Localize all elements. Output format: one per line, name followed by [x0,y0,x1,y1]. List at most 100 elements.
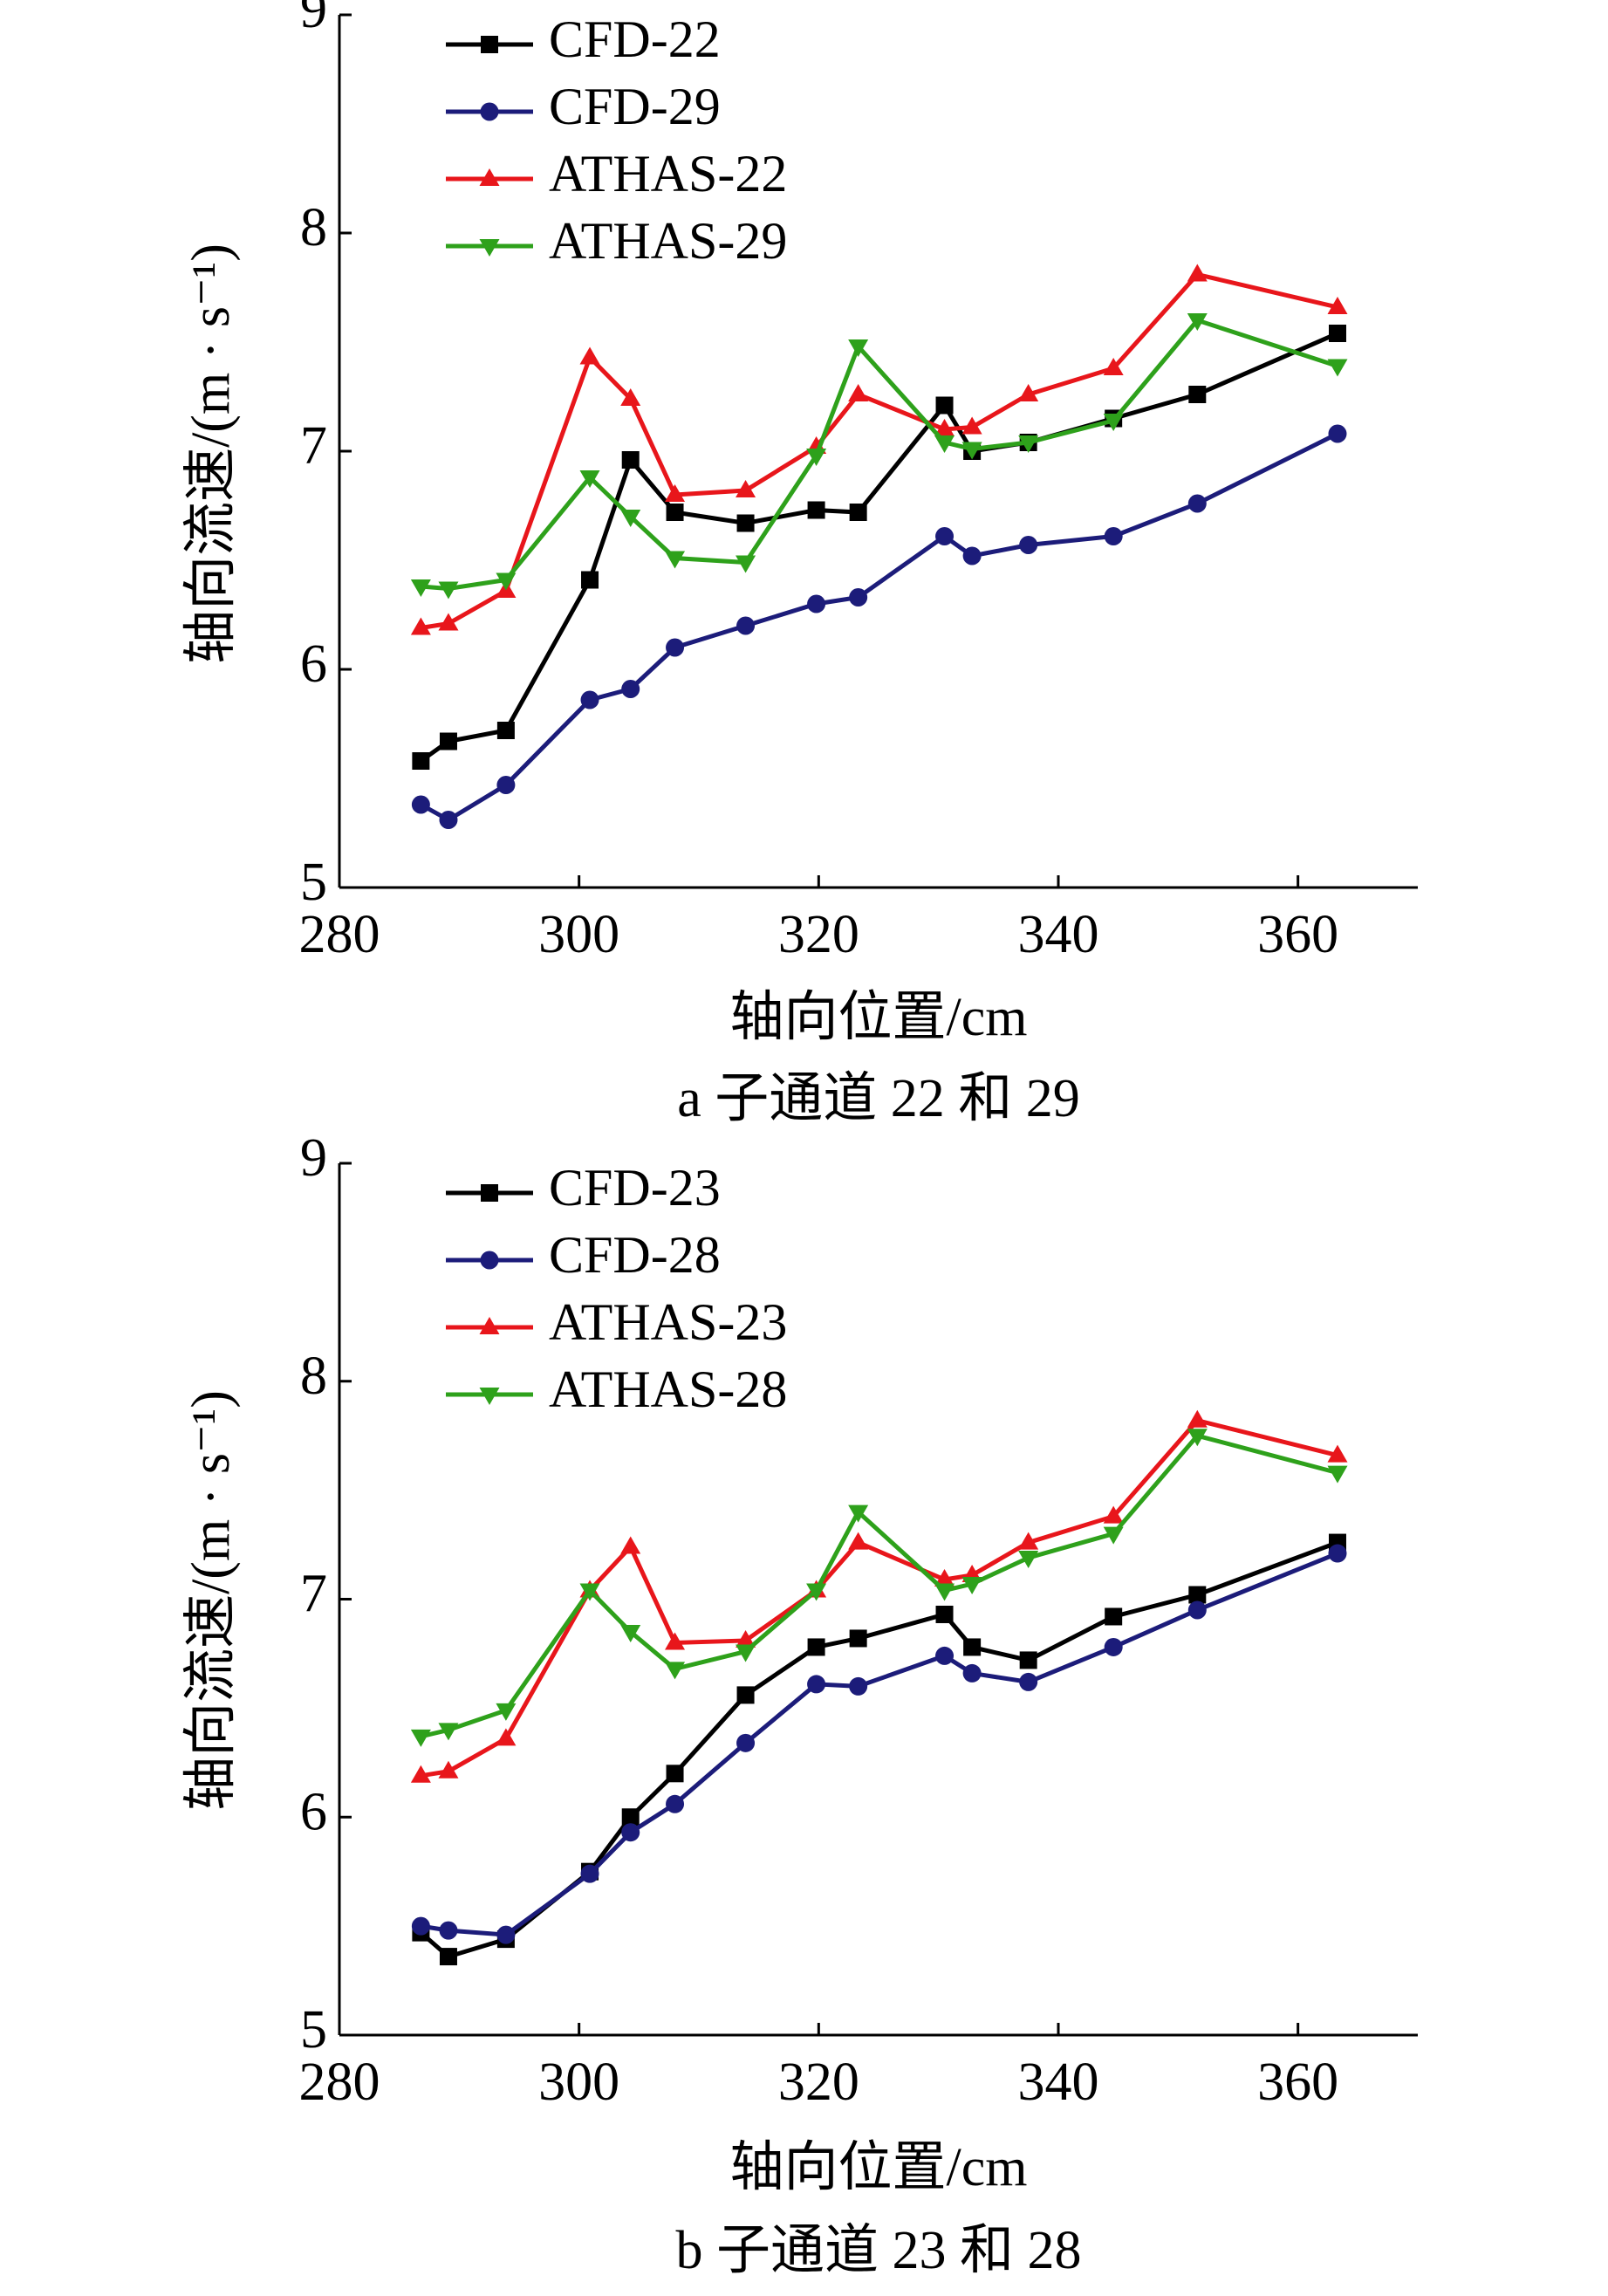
marker [1327,1444,1348,1463]
marker [849,588,868,607]
marker [962,1663,982,1683]
series-line [420,271,1338,630]
marker [935,1646,955,1665]
marker [438,613,459,631]
marker [579,346,600,365]
marker [1018,384,1039,401]
marker [410,579,431,597]
marker [736,1629,756,1648]
x-tick-label: 340 [1018,905,1099,964]
marker [806,1583,827,1601]
y-axis-label: 轴向流速/(m · s⁻¹) [181,1390,241,1811]
marker [1019,1672,1038,1691]
marker [496,572,517,591]
y-tick-label: 7 [300,1565,327,1624]
marker [438,1723,459,1741]
marker [665,484,686,502]
marker [736,514,755,532]
legend-marker [480,102,499,121]
marker [1328,424,1347,443]
marker [439,1921,458,1940]
legend-marker [479,168,500,186]
marker [620,1536,641,1554]
marker [666,504,684,521]
marker [1103,358,1124,375]
marker [1327,1465,1348,1484]
marker [1103,1526,1124,1545]
marker [666,1765,684,1783]
marker [934,1583,955,1601]
marker [496,722,515,739]
legend-label: CFD-22 [549,10,721,68]
x-tick-label: 320 [778,905,859,964]
marker [411,1916,430,1936]
marker [934,419,955,436]
marker [1187,1600,1207,1620]
marker [666,1794,685,1813]
marker [935,527,955,545]
y-tick-label: 8 [300,198,327,257]
marker [1187,494,1207,513]
series-line [421,318,1338,592]
marker [621,680,640,698]
marker [963,1638,982,1656]
x-tick-label: 300 [538,2053,619,2112]
legend-marker [480,1251,499,1270]
caption: b 子通道 23 和 28 [675,2221,1081,2280]
marker [848,384,869,401]
marker [807,1638,825,1656]
marker [806,449,827,466]
x-tick-label: 360 [1257,905,1338,964]
series-line [420,431,1339,823]
marker [807,1675,826,1694]
marker [1187,1409,1208,1428]
marker [439,1948,457,1966]
y-tick-label: 5 [300,2000,327,2060]
legend-marker [479,239,500,257]
marker [496,1728,517,1746]
marker [1328,325,1346,342]
marker [665,1662,686,1680]
y-tick-label: 9 [300,1128,327,1188]
marker [736,1644,756,1662]
marker [665,551,686,569]
marker [581,571,599,589]
x-axis-label: 轴向位置/cm [730,988,1028,1047]
legend-marker [479,1388,500,1405]
marker [849,1629,867,1648]
marker [1103,414,1124,431]
marker [620,510,641,527]
marker [961,416,982,435]
marker [1187,1429,1208,1447]
y-tick-label: 8 [300,1347,327,1406]
marker [1018,1532,1039,1550]
marker [579,470,600,488]
marker [665,1632,686,1650]
caption: a 子通道 22 和 29 [677,1069,1080,1128]
marker [961,1577,982,1595]
marker [410,617,431,635]
marker [496,776,516,794]
marker [438,1760,459,1779]
legend-label: ATHAS-22 [549,145,787,202]
marker [410,1765,431,1783]
y-tick-label: 6 [300,1782,327,1841]
marker [1188,386,1207,403]
marker [620,1624,641,1642]
marker [621,1808,640,1827]
marker [579,1583,600,1601]
y-tick-label: 9 [300,0,327,39]
marker [438,581,459,600]
marker [807,501,825,519]
marker [621,1823,640,1842]
marker [439,732,457,750]
x-axis-label: 轴向位置/cm [730,2138,1028,2197]
marker [1018,1551,1039,1569]
marker [736,555,756,573]
marker [496,1703,517,1721]
legend-marker [479,1317,500,1334]
marker [496,1925,516,1944]
marker [962,546,982,565]
marker [580,1864,599,1883]
